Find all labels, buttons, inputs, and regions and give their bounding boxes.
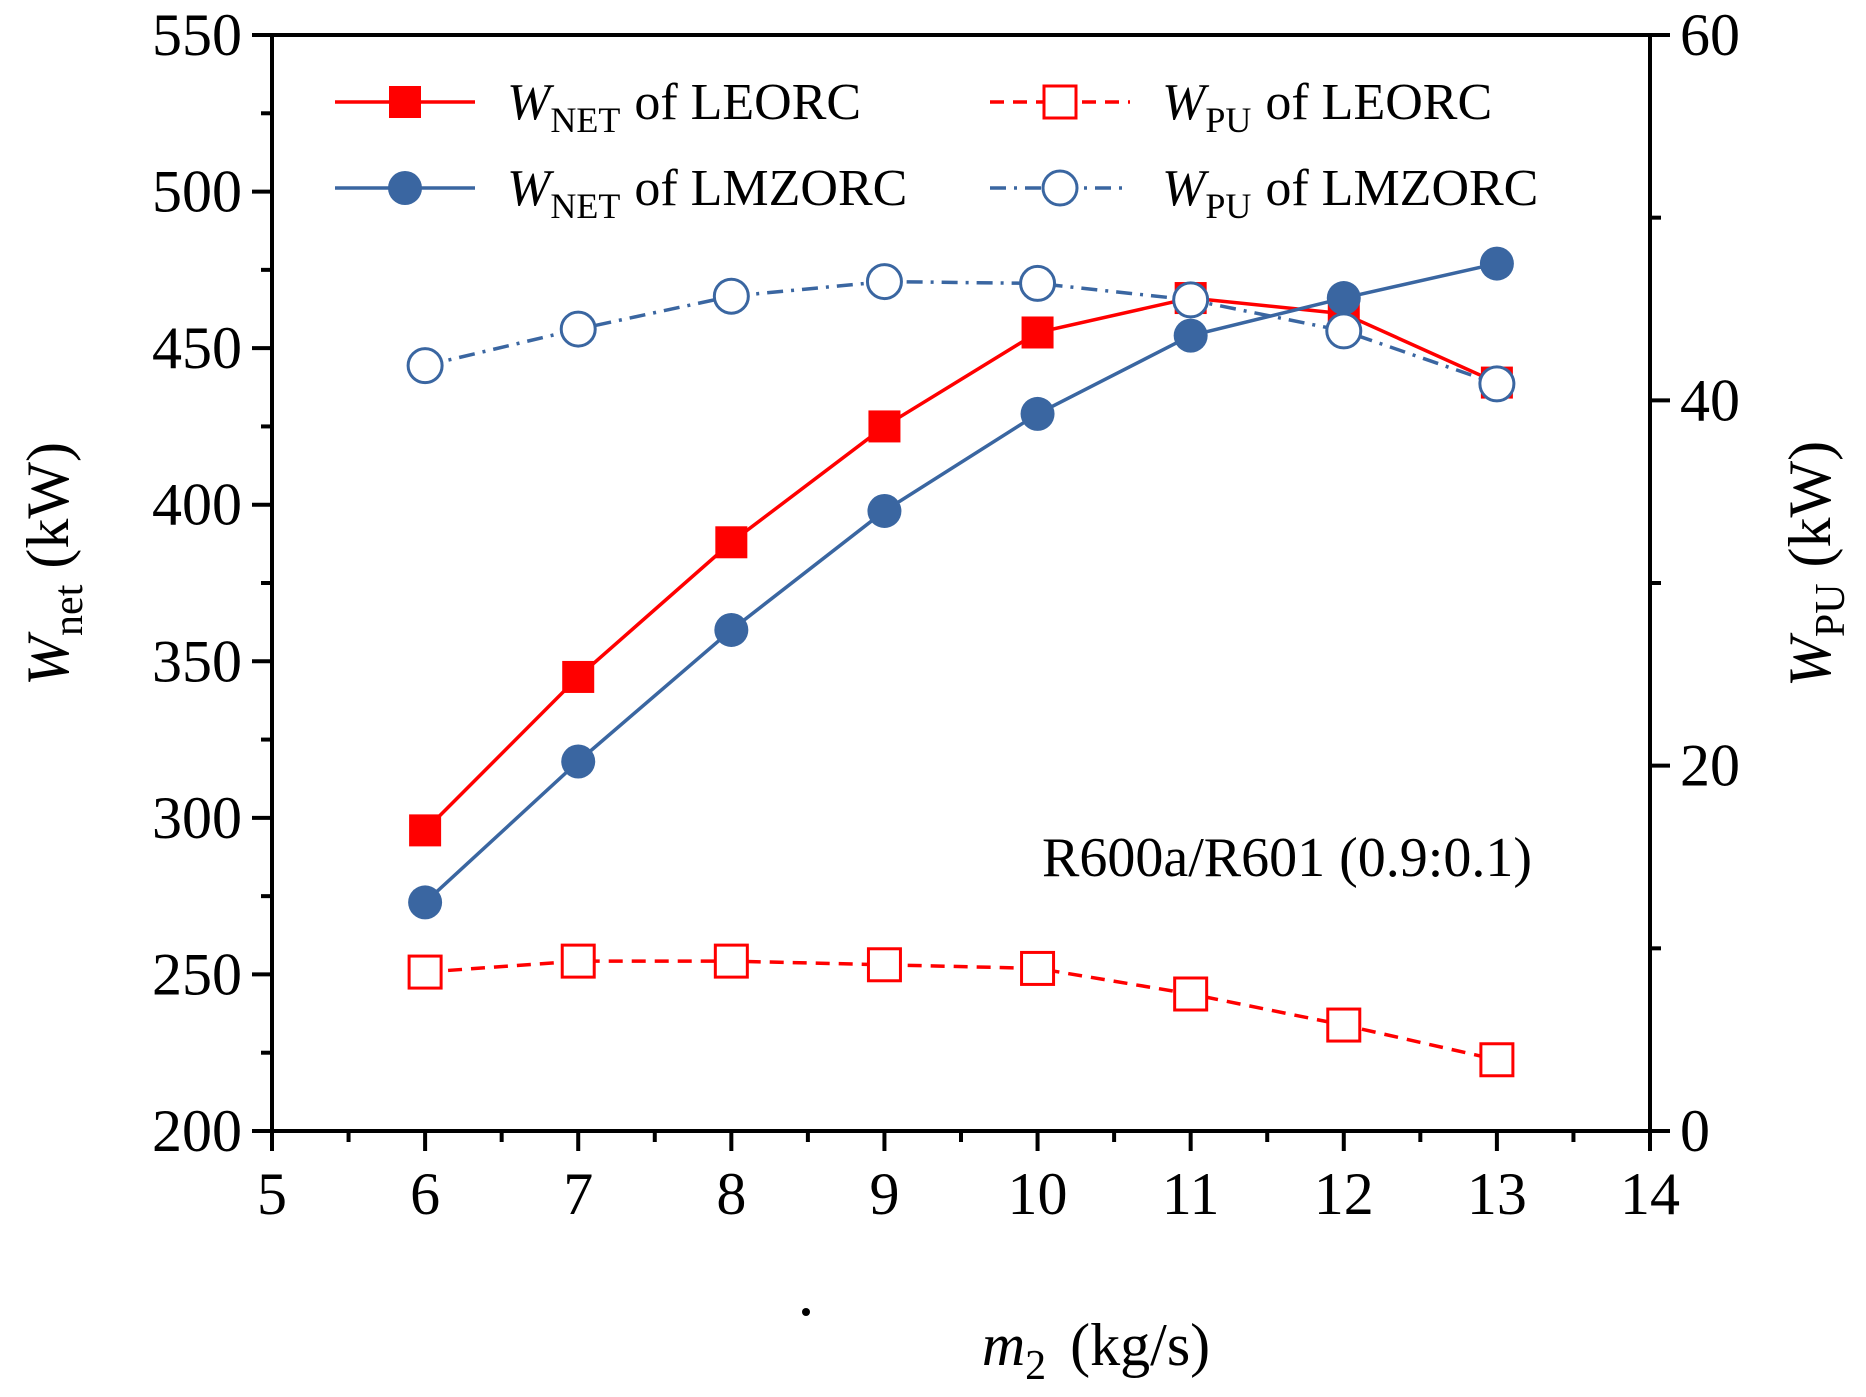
y-right-tick-label: 60 <box>1680 2 1740 68</box>
series-4 <box>406 263 1516 403</box>
series-2-point <box>407 954 443 990</box>
y-left-tick-label: 400 <box>152 472 242 538</box>
series-1-point <box>715 526 748 559</box>
series-4-point <box>1019 264 1057 302</box>
legend-label: WPU of LMZORC <box>1162 160 1538 226</box>
x-tick-label: 12 <box>1314 1161 1374 1227</box>
series-2-point <box>1326 1007 1362 1043</box>
series-4-point <box>865 263 903 301</box>
y-right-axis-title: WPU (kW) <box>1777 441 1854 687</box>
series-1-line <box>423 296 1498 832</box>
y-left-axis-title-units: (kW) <box>15 442 81 569</box>
series-3-point <box>1479 246 1514 281</box>
legend-item-1: WNET of LEORC <box>335 74 861 140</box>
y-right-axis-ticks: 0 20 40 60 <box>1650 2 1740 1164</box>
series-3-point <box>1020 396 1055 431</box>
svg-text:m2(kg/s): m2 (kg/s) <box>982 1312 1210 1389</box>
series-4-point <box>1478 365 1516 403</box>
x-tick-label: 7 <box>563 1161 593 1227</box>
x-axis-ticks: 5 6 7 8 9 10 11 12 13 14 <box>257 1131 1680 1227</box>
y-left-tick-label: 450 <box>152 315 242 381</box>
y-left-tick-label: 200 <box>152 1098 242 1164</box>
x-axis-title-subscript: 2 <box>1025 1343 1046 1389</box>
x-tick-label: 9 <box>869 1161 899 1227</box>
y-left-axis-title: Wnet (kW) <box>15 442 92 686</box>
legend-label: WNET of LEORC <box>507 74 861 140</box>
y-left-axis-ticks: 200 250 300 350 400 450 500 550 <box>152 2 272 1164</box>
x-tick-label: 10 <box>1008 1161 1068 1227</box>
x-tick-label: 14 <box>1620 1161 1680 1227</box>
x-tick-label: 6 <box>410 1161 440 1227</box>
y-left-tick-label: 250 <box>152 941 242 1007</box>
series-3-point <box>1173 318 1208 353</box>
legend: WNET of LEORC WPU of LEORC WNET of LMZORC WPU o… <box>335 74 1538 226</box>
x-axis-title: m2 (kg/s) <box>802 1308 1210 1389</box>
series-3 <box>408 246 1514 920</box>
legend-item-3: WNET of LMZORC <box>335 160 907 226</box>
chart-annotation: R600a/R601 (0.9:0.1) <box>1042 827 1532 889</box>
series-2-point <box>866 947 902 983</box>
legend-item-2: WPU of LEORC <box>990 74 1492 140</box>
x-tick-label: 13 <box>1467 1161 1527 1227</box>
legend-marker <box>389 86 421 118</box>
y-left-tick-label: 350 <box>152 628 242 694</box>
series-2-point <box>1020 950 1056 986</box>
series-3-point <box>714 612 749 647</box>
x-tick-label: 8 <box>716 1161 746 1227</box>
y-left-tick-label: 550 <box>152 2 242 68</box>
x-axis-title-dot <box>802 1308 810 1316</box>
series-4-point <box>1325 312 1363 350</box>
y-left-tick-label: 500 <box>152 159 242 225</box>
x-tick-label: 11 <box>1162 1161 1220 1227</box>
y-right-tick-label: 0 <box>1680 1098 1710 1164</box>
series-1-point <box>562 660 595 693</box>
y-right-axis-title-subscript: PU <box>1808 583 1854 637</box>
y-left-tick-label: 300 <box>152 785 242 851</box>
legend-label: WNET of LMZORC <box>507 160 907 226</box>
y-right-tick-label: 40 <box>1680 367 1740 433</box>
series-2-point <box>1479 1042 1515 1078</box>
legend-marker <box>388 171 422 205</box>
x-tick-label: 5 <box>257 1161 287 1227</box>
series-1-point <box>409 814 442 847</box>
y-left-axis-title-symbol: W <box>15 631 81 686</box>
series-3-point <box>867 493 902 528</box>
legend-label: WPU of LEORC <box>1162 74 1492 140</box>
series-3-point <box>1326 281 1361 316</box>
series-3-point <box>561 744 596 779</box>
series-2-point <box>560 943 596 979</box>
legend-item-4: WPU of LMZORC <box>990 160 1538 226</box>
series-4-point <box>406 347 444 385</box>
series-3-line <box>423 261 1498 904</box>
series-2 <box>407 943 1515 1078</box>
series-2-line <box>424 959 1498 1062</box>
y-right-axis-title-units: (kW) <box>1777 441 1843 568</box>
legend-marker <box>1041 169 1079 207</box>
y-left-axis-title-subscript: net <box>46 584 92 636</box>
series-4-point <box>712 277 750 315</box>
y-right-axis-title-symbol: W <box>1777 632 1843 687</box>
legend-marker <box>1042 84 1078 120</box>
series-1-point <box>1021 316 1054 349</box>
series-3-point <box>408 885 443 920</box>
series-1-point <box>868 410 901 443</box>
series-4-line <box>424 279 1498 386</box>
x-axis-title-units: (kg/s) <box>1070 1312 1210 1378</box>
series-4-point <box>559 310 597 348</box>
y-right-tick-label: 20 <box>1680 733 1740 799</box>
series-layer <box>406 246 1516 1078</box>
x-axis-title-symbol: m <box>982 1312 1025 1378</box>
series-4-point <box>1172 281 1210 319</box>
series-2-point <box>1173 976 1209 1012</box>
series-2-point <box>713 943 749 979</box>
